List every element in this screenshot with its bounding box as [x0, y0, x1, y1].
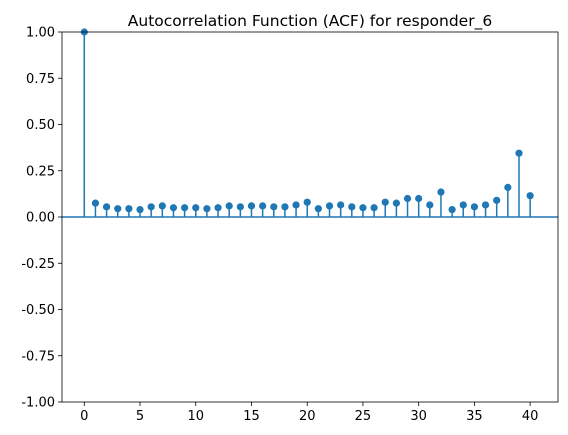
- y-tick-label: -0.50: [21, 303, 55, 318]
- data-point: [125, 205, 133, 213]
- plot-area: -1.00 -0.75 -0.50 -0.25 0.00 0.25 0.50 0.75 1.00…: [21, 26, 559, 424]
- data-point: [181, 204, 189, 212]
- y-tick-label: 0.25: [26, 164, 55, 179]
- data-point: [403, 194, 412, 203]
- data-point: [515, 149, 523, 157]
- data-point: [158, 202, 166, 210]
- x-tick-label: 0: [80, 409, 88, 424]
- data-point: [114, 205, 122, 213]
- data-point: [437, 188, 445, 196]
- data-point: [526, 192, 534, 200]
- y-tick-label: 0.50: [26, 118, 55, 133]
- data-point: [459, 201, 467, 209]
- data-point: [381, 198, 389, 206]
- data-point: [314, 205, 322, 213]
- data-point: [102, 203, 111, 211]
- chart-title: Autocorrelation Function (ACF) for respo…: [128, 12, 492, 31]
- data-point: [426, 201, 434, 209]
- x-tick-label: 30: [410, 409, 427, 424]
- y-tick-label: -1.00: [21, 396, 55, 411]
- data-point: [292, 201, 300, 209]
- data-point: [136, 206, 144, 214]
- data-point: [325, 202, 334, 210]
- data-point: [147, 203, 155, 211]
- x-tick-label: 25: [355, 409, 372, 424]
- data-point: [370, 204, 378, 212]
- data-point: [281, 203, 289, 211]
- data-point: [236, 203, 244, 211]
- data-point: [192, 204, 200, 212]
- x-tick-label: 15: [243, 409, 260, 424]
- x-tick-label: 20: [299, 409, 316, 424]
- data-point: [225, 202, 233, 210]
- data-point: [214, 204, 222, 212]
- data-point: [359, 204, 367, 212]
- y-tick-label: 1.00: [26, 26, 55, 41]
- data-point: [392, 199, 400, 207]
- data-point: [169, 204, 178, 212]
- data-point: [448, 206, 456, 214]
- y-tick-label: 0.75: [26, 72, 55, 87]
- data-point: [203, 205, 211, 213]
- data-point: [493, 196, 501, 204]
- x-tick-label: 35: [466, 409, 483, 424]
- data-point: [303, 198, 311, 206]
- data-point: [259, 202, 267, 210]
- data-point: [470, 203, 479, 211]
- y-tick-label: 0.00: [26, 211, 55, 226]
- data-point: [247, 202, 256, 210]
- y-tick-label: -0.25: [21, 257, 55, 272]
- y-tick-label: -0.75: [21, 349, 55, 364]
- x-tick-label: 10: [187, 409, 204, 424]
- x-tick-label: 40: [522, 409, 539, 424]
- data-point: [481, 201, 490, 209]
- data-point: [337, 201, 345, 209]
- data-point: [270, 203, 278, 211]
- x-tick-label: 5: [136, 409, 144, 424]
- data-point: [504, 183, 512, 191]
- data-point: [348, 203, 356, 211]
- data-point: [91, 199, 100, 207]
- data-point: [415, 194, 423, 203]
